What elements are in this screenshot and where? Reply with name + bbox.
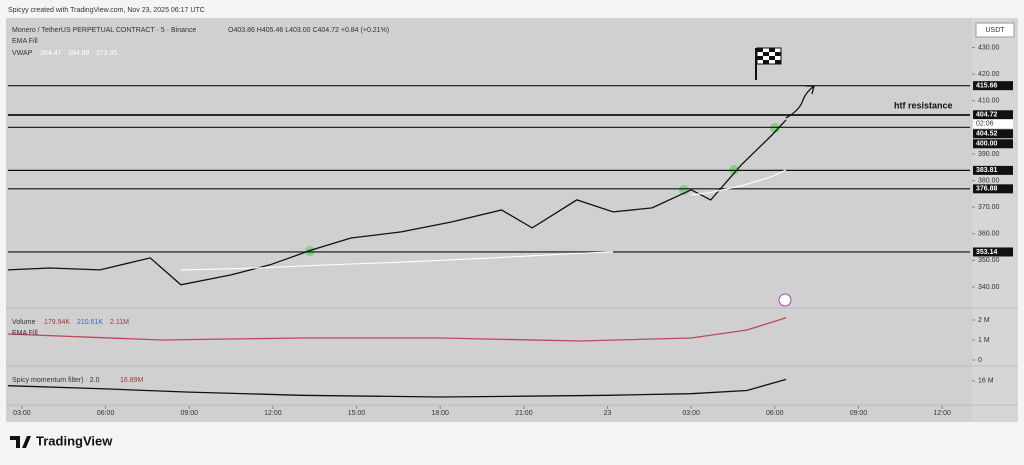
level-label: 404.72 <box>976 112 998 119</box>
y-tick-label: 410.00 <box>978 98 1000 105</box>
level-label-box <box>973 110 1013 120</box>
y-tick-label: 370.00 <box>978 204 1000 211</box>
flag-icon <box>755 47 782 80</box>
legend-value: 179.94K <box>44 319 70 326</box>
series-line <box>7 317 787 342</box>
x-tick-label: 23 <box>604 410 612 417</box>
x-tick-label: 18:00 <box>431 410 449 417</box>
level-label-box <box>973 81 1013 91</box>
tv-logo <box>10 436 31 448</box>
x-tick-label: 06:00 <box>766 410 784 417</box>
alert-icon <box>778 293 792 307</box>
level-label: 376.88 <box>976 186 998 193</box>
legend-name: VWAP <box>12 50 33 57</box>
y-tick-label: 430.00 <box>978 44 1000 51</box>
y-tick-label: 0 <box>978 357 982 364</box>
level-label-box <box>973 247 1013 257</box>
legend-value: 2.11M <box>110 319 129 326</box>
y-tick-label: 2 M <box>978 317 990 324</box>
y-tick-label: 350.00 <box>978 257 1000 264</box>
y-tick-label: 390.00 <box>978 151 1000 158</box>
currency: USDT <box>985 27 1005 34</box>
legend-value: 16.89M <box>120 377 144 384</box>
level-label-box <box>973 139 1013 149</box>
legend-title: Volume <box>12 319 35 326</box>
level-label-box <box>973 129 1013 139</box>
x-tick-label: 03:00 <box>13 410 31 417</box>
level-label: 400.00 <box>976 141 998 148</box>
countdown: 02:06 <box>976 121 994 128</box>
y-tick-label: 420.00 <box>978 71 1000 78</box>
legend-value: 210.61K <box>77 319 103 326</box>
legend-value: 394.98 <box>68 50 90 57</box>
level-label-box <box>973 184 1013 194</box>
chart-area <box>6 18 972 422</box>
y-tick-label: 16 M <box>978 378 994 385</box>
brand: TradingView <box>36 433 113 448</box>
y-tick-label: 1 M <box>978 337 990 344</box>
x-tick-label: 09:00 <box>180 410 198 417</box>
countdown-box <box>973 119 1013 129</box>
indicator: EMA Fill <box>12 330 38 337</box>
credit: Spicyy created with TradingView.com, Nov… <box>8 7 205 14</box>
x-tick-label: 21:00 <box>515 410 533 417</box>
y-tick-label: 380.00 <box>978 177 1000 184</box>
level-label: 404.52 <box>976 131 998 138</box>
x-tick-label: 06:00 <box>97 410 115 417</box>
legend-title: Spicy momentum filter) · 2.0 <box>12 377 100 384</box>
x-tick-label: 12:00 <box>933 410 951 417</box>
y-tick-label: 360.00 <box>978 231 1000 238</box>
legend-value: 373.95 <box>96 50 118 57</box>
x-tick-label: 15:00 <box>348 410 366 417</box>
currency-box <box>975 22 1015 38</box>
level-label: 353.14 <box>976 249 998 256</box>
indicator: EMA Fill <box>12 38 38 45</box>
x-tick-label: 03:00 <box>682 410 700 417</box>
annotation: htf resistance <box>894 100 953 110</box>
x-tick-label: 09:00 <box>850 410 868 417</box>
y-tick-label: 340.00 <box>978 284 1000 291</box>
series-line <box>7 378 787 398</box>
level-label-box <box>973 165 1013 175</box>
series-line <box>180 169 787 271</box>
legend-title: Monero / TetherUS PERPETUAL CONTRACT · 5… <box>12 27 196 34</box>
x-tick-label: 12:00 <box>264 410 282 417</box>
ohlc: O403.86 H405.46 L403.00 C404.72 +0.84 (+… <box>228 27 389 34</box>
level-label: 415.66 <box>976 83 998 90</box>
legend-value: 384.47 <box>40 50 62 57</box>
level-label: 383.81 <box>976 167 998 174</box>
series-line <box>7 119 787 286</box>
